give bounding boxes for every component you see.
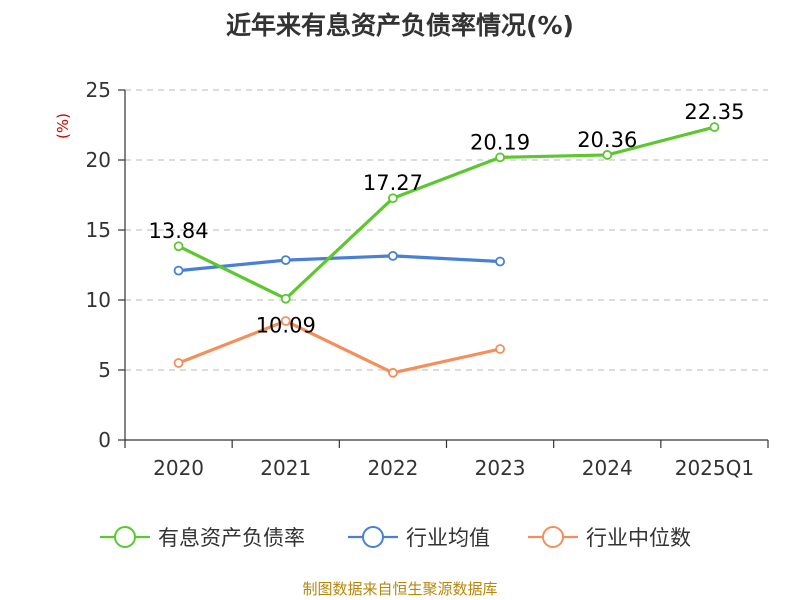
y-tick-label: 5 xyxy=(98,358,111,382)
data-point xyxy=(495,344,505,354)
series-line xyxy=(177,319,501,375)
data-point xyxy=(495,256,505,267)
x-tick-label: 2025Q1 xyxy=(675,456,754,480)
grid xyxy=(125,89,768,371)
data-label: 20.36 xyxy=(577,128,637,152)
y-tick-label: 0 xyxy=(98,428,111,452)
source-note: 制图数据来自恒生聚源数据库 xyxy=(302,580,497,598)
x-tick-label: 2022 xyxy=(367,456,418,480)
data-label: 22.35 xyxy=(684,100,744,124)
chart-title: 近年来有息资产负债率情况(%) xyxy=(226,11,574,40)
legend-marker xyxy=(542,526,564,548)
series-line xyxy=(177,125,715,301)
legend-marker xyxy=(114,526,136,548)
legend-label: 有息资产负债率 xyxy=(158,526,305,550)
data-label: 17.27 xyxy=(363,171,423,195)
y-tick-label: 15 xyxy=(86,218,111,242)
data-label: 13.84 xyxy=(149,219,209,243)
data-point xyxy=(280,255,291,266)
data-labels: 13.84 10.09 17.27 20.19 20.36 22.35 xyxy=(149,100,745,338)
x-tick-label: 2020 xyxy=(153,456,204,480)
y-tick-label: 10 xyxy=(86,288,111,312)
data-label: 20.19 xyxy=(470,130,530,154)
data-point xyxy=(173,358,184,368)
data-point xyxy=(602,150,613,160)
legend-marker xyxy=(362,526,384,548)
legend-label: 行业中位数 xyxy=(586,526,691,550)
data-point xyxy=(280,316,291,326)
data-point xyxy=(388,367,398,378)
y-tick-label: 20 xyxy=(86,148,111,172)
axes: 0 5 10 15 20 25 2020 2021 2022 2023 2024 2025Q1 xyxy=(86,78,769,480)
x-tick-label: 2023 xyxy=(475,456,526,480)
series xyxy=(173,122,720,378)
data-point xyxy=(280,293,291,304)
series-line xyxy=(178,254,501,273)
y-axis-unit: (%) xyxy=(54,113,72,139)
data-point xyxy=(388,193,398,204)
data-point xyxy=(388,250,398,261)
legend-label: 行业均值 xyxy=(406,526,490,550)
data-point xyxy=(709,122,720,132)
x-tick-label: 2024 xyxy=(582,456,633,480)
data-label: 10.09 xyxy=(256,314,316,338)
x-tick-label: 2021 xyxy=(260,456,311,480)
data-point xyxy=(495,152,505,163)
data-point xyxy=(173,265,184,276)
y-tick-label: 25 xyxy=(86,78,111,102)
legend: 有息资产负债率 行业均值 行业中位数 xyxy=(100,526,691,550)
data-point xyxy=(173,241,184,252)
